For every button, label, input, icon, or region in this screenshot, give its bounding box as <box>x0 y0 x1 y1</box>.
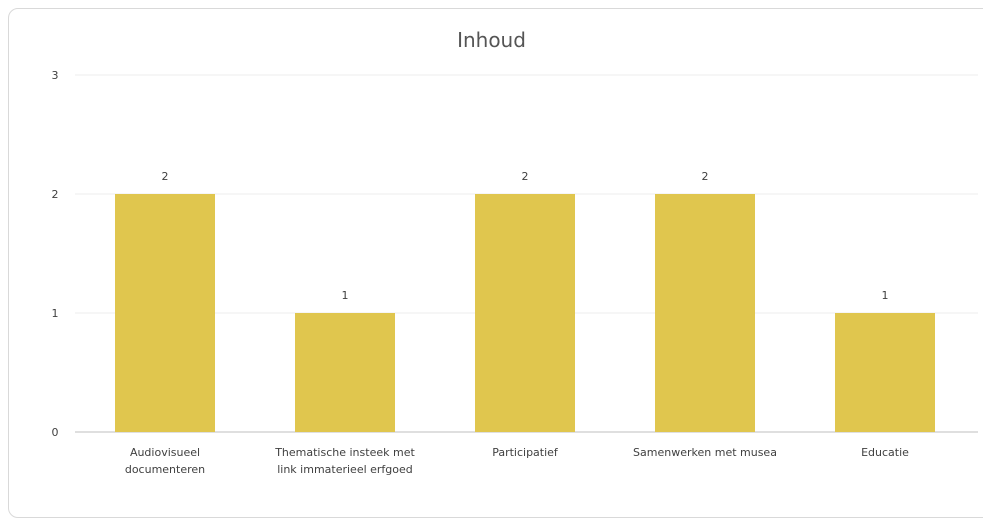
y-tick-label: 2 <box>52 188 59 201</box>
category-label: Audiovisueel <box>130 446 200 459</box>
data-label: 1 <box>342 289 349 302</box>
bar <box>655 194 755 432</box>
bar <box>835 313 935 432</box>
y-tick-label: 0 <box>52 426 59 439</box>
data-label: 2 <box>702 170 709 183</box>
category-label: Samenwerken met musea <box>633 446 777 459</box>
category-label: Thematische insteek met <box>274 446 415 459</box>
data-label: 2 <box>522 170 529 183</box>
bar <box>295 313 395 432</box>
bar <box>475 194 575 432</box>
data-label: 1 <box>882 289 889 302</box>
chart-title: Inhoud <box>457 28 526 52</box>
category-label: Educatie <box>861 446 909 459</box>
category-label: Participatief <box>492 446 559 459</box>
bar <box>115 194 215 432</box>
category-label: link immaterieel erfgoed <box>277 463 413 476</box>
category-label: documenteren <box>125 463 205 476</box>
data-label: 2 <box>162 170 169 183</box>
y-tick-label: 3 <box>52 69 59 82</box>
y-tick-label: 1 <box>52 307 59 320</box>
